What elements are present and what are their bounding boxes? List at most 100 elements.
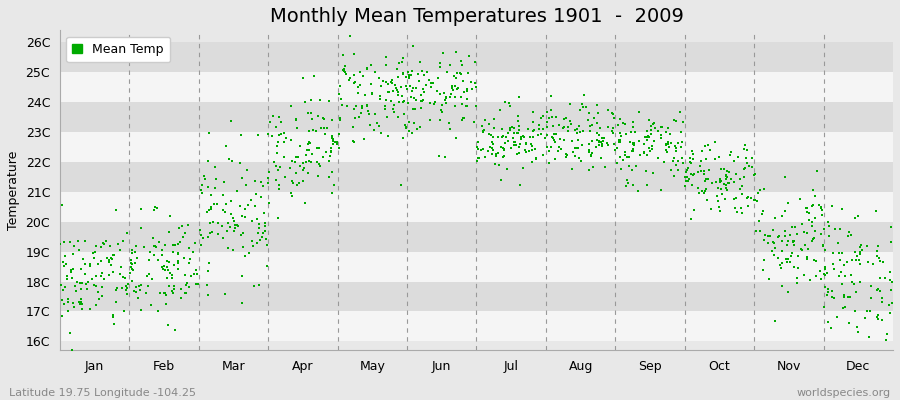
Point (202, 130, 217, 136)
Point (386, 88, 400, 94)
Point (760, 240, 775, 247)
Point (826, 260, 841, 267)
Point (561, 128, 575, 134)
Point (738, 142, 752, 149)
Point (125, 247, 140, 253)
Point (302, 158, 316, 164)
Point (447, 73, 462, 79)
Point (556, 137, 571, 143)
Point (726, 158, 741, 164)
Point (380, 114, 394, 121)
Point (595, 143, 609, 149)
Point (218, 208, 232, 215)
Point (312, 160, 327, 167)
Point (379, 97, 393, 104)
Point (405, 88, 419, 94)
Point (805, 203, 819, 209)
Point (875, 295, 889, 301)
Point (870, 248, 885, 254)
Point (257, 220, 272, 226)
Point (787, 238, 801, 245)
Point (871, 255, 886, 262)
Point (174, 295, 188, 301)
Point (238, 253, 253, 259)
Point (722, 168, 736, 175)
Point (381, 133, 395, 139)
Point (90, 261, 104, 268)
Point (408, 106, 422, 112)
Point (832, 273, 847, 279)
Point (761, 233, 776, 240)
Point (313, 163, 328, 169)
Point (534, 114, 548, 121)
Point (74, 286, 88, 292)
Point (391, 88, 405, 95)
Point (519, 140, 534, 146)
Point (542, 115, 556, 121)
Point (684, 170, 698, 177)
Point (698, 188, 712, 194)
Point (817, 284, 832, 290)
Point (454, 94, 468, 100)
Point (534, 131, 548, 138)
Point (766, 226, 780, 233)
Point (841, 233, 855, 240)
Point (460, 88, 474, 94)
Point (673, 144, 688, 150)
Point (692, 189, 706, 196)
Point (149, 205, 164, 212)
Point (782, 259, 796, 266)
Bar (59, 312, 893, 341)
Point (284, 190, 299, 196)
Point (729, 170, 743, 177)
Point (66, 266, 80, 272)
Point (183, 256, 197, 263)
Point (83, 306, 97, 313)
Point (511, 113, 526, 120)
Point (235, 300, 249, 306)
Point (661, 141, 675, 147)
Point (886, 278, 900, 285)
Point (105, 256, 120, 262)
Point (368, 69, 382, 76)
Point (470, 144, 484, 150)
Point (563, 118, 578, 124)
Point (316, 154, 330, 160)
Point (807, 234, 822, 241)
Point (728, 204, 742, 211)
Point (670, 139, 685, 146)
Point (433, 60, 447, 66)
Point (799, 256, 814, 262)
Point (302, 138, 317, 145)
Point (379, 62, 393, 69)
Point (661, 149, 675, 155)
Point (600, 139, 615, 146)
Point (491, 149, 505, 156)
Point (743, 195, 758, 201)
Point (217, 178, 231, 185)
Point (304, 158, 319, 165)
Point (477, 127, 491, 134)
Point (320, 124, 334, 131)
Point (852, 278, 867, 285)
Point (872, 288, 886, 294)
Point (211, 220, 225, 226)
Point (545, 135, 560, 141)
Point (252, 221, 266, 228)
Point (500, 166, 514, 173)
Point (553, 136, 567, 142)
Point (194, 187, 208, 194)
Point (636, 141, 651, 148)
Point (245, 217, 259, 224)
Point (666, 158, 680, 164)
Point (265, 133, 279, 139)
Point (870, 287, 885, 293)
Point (445, 82, 459, 89)
Point (844, 279, 859, 285)
Point (151, 257, 166, 264)
Point (134, 206, 148, 212)
Point (733, 186, 747, 192)
Point (327, 182, 341, 188)
Point (183, 245, 197, 252)
Point (849, 257, 863, 264)
